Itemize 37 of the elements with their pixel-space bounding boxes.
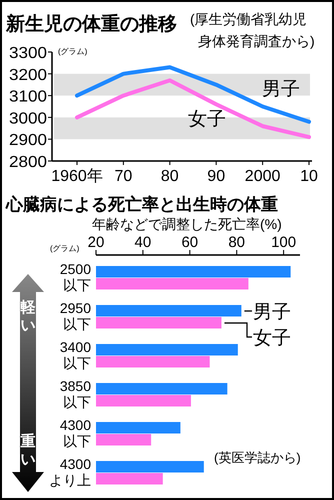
text: 重い (20, 433, 36, 468)
y-tick-label: 3200 (9, 66, 48, 84)
chart-title: 新生児の体重の推移 (5, 13, 177, 35)
y-tick-label: 2950以下 (60, 300, 92, 332)
x-tick-label: 70 (114, 168, 132, 185)
y-tick-label: 4300より上 (49, 456, 92, 488)
annotation: (英医学誌から) (214, 450, 301, 465)
x-axis-title: 年齢などで調整した死亡率(%) (92, 216, 282, 232)
y-tick-label: 3850以下 (60, 378, 92, 410)
series-label: 女子 (188, 109, 226, 130)
x-tick-label: 80 (160, 168, 179, 185)
series-label: 男子 (262, 79, 300, 100)
y-tick-label: 3000 (9, 110, 48, 128)
chart-subtitle: (厚生労働省乳幼児身体発育調査から) (190, 11, 315, 49)
y-tick-label: 2500以下 (60, 261, 92, 293)
y-tick-label: 3100 (9, 88, 48, 106)
x-tick-label: 90 (207, 168, 226, 185)
x-tick-label: 100 (271, 234, 296, 251)
y-axis-title: (グラム) (50, 244, 80, 253)
x-tick-label: 60 (181, 234, 198, 251)
x-tick-label: 10 (300, 168, 318, 185)
y-tick-label: 2800 (9, 154, 48, 171)
x-tick-label: 2000 (244, 168, 280, 185)
y-axis-title: (グラム) (58, 47, 88, 56)
x-tick-label: 80 (228, 234, 246, 251)
text: 軽い (20, 299, 36, 334)
series-label: 女子 (253, 328, 291, 349)
y-tick-label: 4300以下 (60, 417, 92, 449)
line-series (75, 78, 311, 140)
x-tick-label: 40 (134, 234, 152, 251)
x-tick-label: 20 (88, 234, 104, 251)
x-tick-label: 1960年 (51, 168, 103, 185)
y-tick-label: 2900 (9, 132, 48, 150)
chart-title: 心臓病による死亡率と出生時の体重 (5, 195, 278, 214)
y-tick-label: 3400以下 (60, 339, 92, 371)
series-label: 男子 (253, 302, 291, 323)
y-tick-label: 3300 (9, 45, 48, 62)
